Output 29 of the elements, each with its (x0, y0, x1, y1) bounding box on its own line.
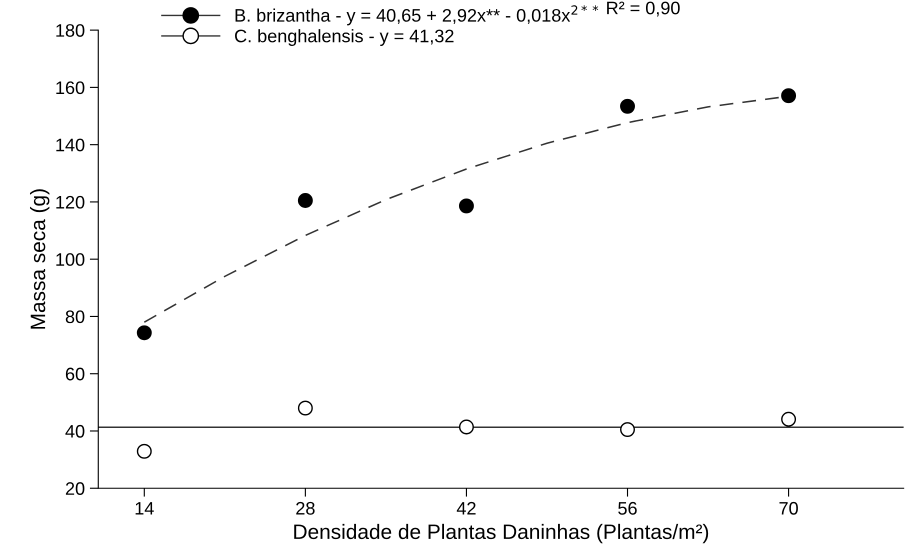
y-tick-label: 180 (56, 24, 84, 37)
text: R² = 0,90 (607, 2, 680, 16)
x-tick-label: 42 (456, 502, 476, 515)
x-tick-label: 70 (779, 502, 798, 515)
y-axis-title: Massa seca (g) (30, 189, 50, 329)
y-tick-label: 20 (66, 482, 84, 495)
legend-label: B. brizantha - y = 40,65 + 2,92x** - 0,018x$^{2**}$ (236, 5, 598, 26)
point (620, 98, 635, 114)
point (298, 193, 313, 208)
x-tick-label: 14 (136, 502, 154, 515)
point (781, 88, 796, 104)
x-tick-label: 28 (296, 502, 315, 515)
point (458, 420, 474, 434)
y-tick-label: 160 (56, 81, 84, 94)
point (136, 325, 152, 340)
point (620, 422, 635, 438)
y-tick-label: 40 (65, 424, 84, 438)
point (458, 198, 474, 214)
point (298, 400, 313, 416)
y-tick-label: 120 (56, 196, 84, 209)
point (136, 444, 152, 459)
y-tick-label: 140 (56, 138, 84, 152)
legend-label: C. benghalensis - y = 41,32 (235, 29, 454, 46)
point (781, 412, 796, 427)
x-axis-title: Densidade de Plantas Daninhas (Plantas/m²) (294, 524, 708, 544)
y-tick-label: 80 (66, 310, 84, 324)
x-tick-label: 56 (618, 502, 637, 515)
y-tick-label: 60 (66, 368, 84, 380)
y-tick-label: 100 (56, 253, 84, 266)
